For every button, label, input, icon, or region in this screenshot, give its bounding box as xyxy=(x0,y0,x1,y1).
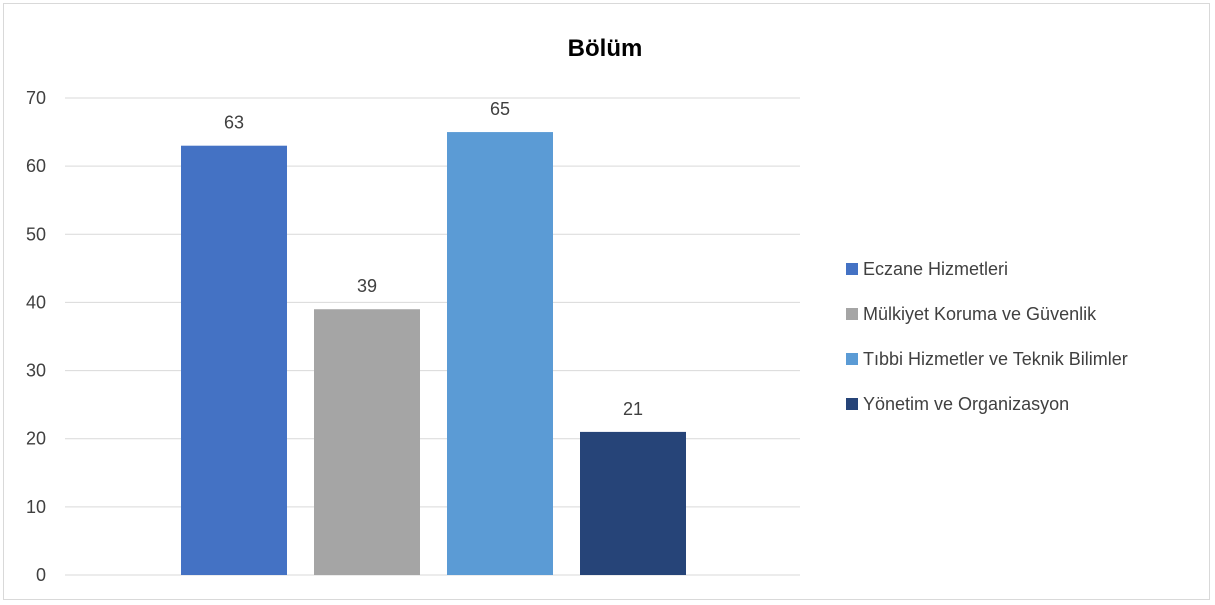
bar xyxy=(314,309,420,575)
legend-swatch xyxy=(846,263,858,275)
bar xyxy=(580,431,686,575)
y-axis: 0 10 20 30 40 50 60 70 xyxy=(26,88,46,585)
y-tick-label: 70 xyxy=(26,88,46,108)
legend-swatch xyxy=(846,308,858,320)
legend-label: Eczane Hizmetleri xyxy=(863,259,1008,279)
y-tick-label: 60 xyxy=(26,156,46,176)
bars xyxy=(181,132,686,576)
bar xyxy=(181,145,287,575)
chart-title: Bölüm xyxy=(568,35,643,62)
legend-label: Mülkiyet Koruma ve Güvenlik xyxy=(863,304,1097,324)
legend: Eczane Hizmetleri Mülkiyet Koruma ve Güve… xyxy=(846,259,1128,414)
data-label: 63 xyxy=(224,113,244,133)
legend-swatch xyxy=(846,398,858,410)
legend-label: Tıbbi Hizmetler ve Teknik Bilimler xyxy=(863,349,1128,369)
y-tick-label: 10 xyxy=(26,497,46,517)
y-tick-label: 50 xyxy=(26,224,46,244)
y-tick-label: 30 xyxy=(26,361,46,381)
gridlines xyxy=(65,97,800,576)
bar xyxy=(447,132,553,576)
data-label: 39 xyxy=(357,276,377,296)
legend-label: Yönetim ve Organizasyon xyxy=(863,394,1069,414)
data-label: 65 xyxy=(490,99,510,119)
y-tick-label: 20 xyxy=(26,429,46,449)
y-tick-label: 40 xyxy=(26,292,46,312)
data-label: 21 xyxy=(623,399,643,419)
data-labels: 63 39 65 21 xyxy=(224,99,643,419)
legend-swatch xyxy=(846,353,858,365)
y-tick-label: 0 xyxy=(36,565,46,585)
